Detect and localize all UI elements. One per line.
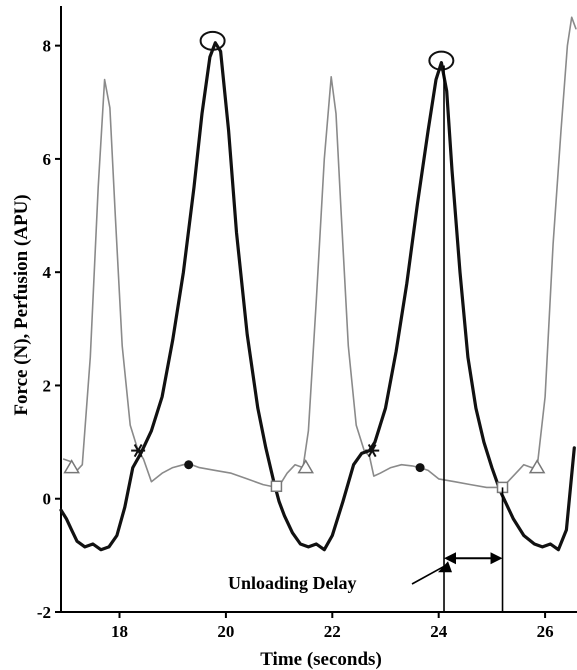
y-tick-label: 2 xyxy=(43,376,52,395)
y-tick-label: 6 xyxy=(43,150,52,169)
triangle-marker xyxy=(297,459,315,474)
y-tick-label: 4 xyxy=(43,263,52,282)
series-layer xyxy=(59,16,577,552)
square-marker xyxy=(270,480,283,493)
peak-circle-marker xyxy=(199,30,226,51)
x-tick-label: 22 xyxy=(324,622,341,641)
y-tick-label: 0 xyxy=(43,490,52,509)
label-pointer-line xyxy=(411,563,449,585)
asterisk-marker xyxy=(365,444,380,458)
dot-marker xyxy=(415,463,425,473)
triangle-marker xyxy=(63,459,80,474)
x-tick-label: 18 xyxy=(111,622,128,641)
x-tick-label: 26 xyxy=(537,622,554,641)
delay-arrow-head-left xyxy=(444,552,457,565)
series-line-perfusion xyxy=(62,16,577,489)
delay-arrow-head-right xyxy=(490,552,503,565)
markers-layer xyxy=(63,30,546,494)
unloading-delay-label: Unloading Delay xyxy=(228,573,357,593)
dot-marker xyxy=(184,460,194,470)
label-pointer-head xyxy=(438,561,453,573)
x-axis-title: Time (seconds) xyxy=(260,649,382,670)
x-tick-label: 24 xyxy=(430,622,448,641)
series-line-force xyxy=(59,41,576,552)
asterisk-marker xyxy=(131,444,146,458)
annotation-layer: Unloading Delay xyxy=(228,65,504,612)
y-tick-label: -2 xyxy=(37,603,51,622)
y-tick-label: 8 xyxy=(43,37,52,56)
triangle-marker xyxy=(528,459,546,474)
y-axis-title: Force (N), Perfusion (APU) xyxy=(11,194,32,415)
peak-circle-marker xyxy=(428,50,455,71)
x-tick-label: 20 xyxy=(217,622,234,641)
